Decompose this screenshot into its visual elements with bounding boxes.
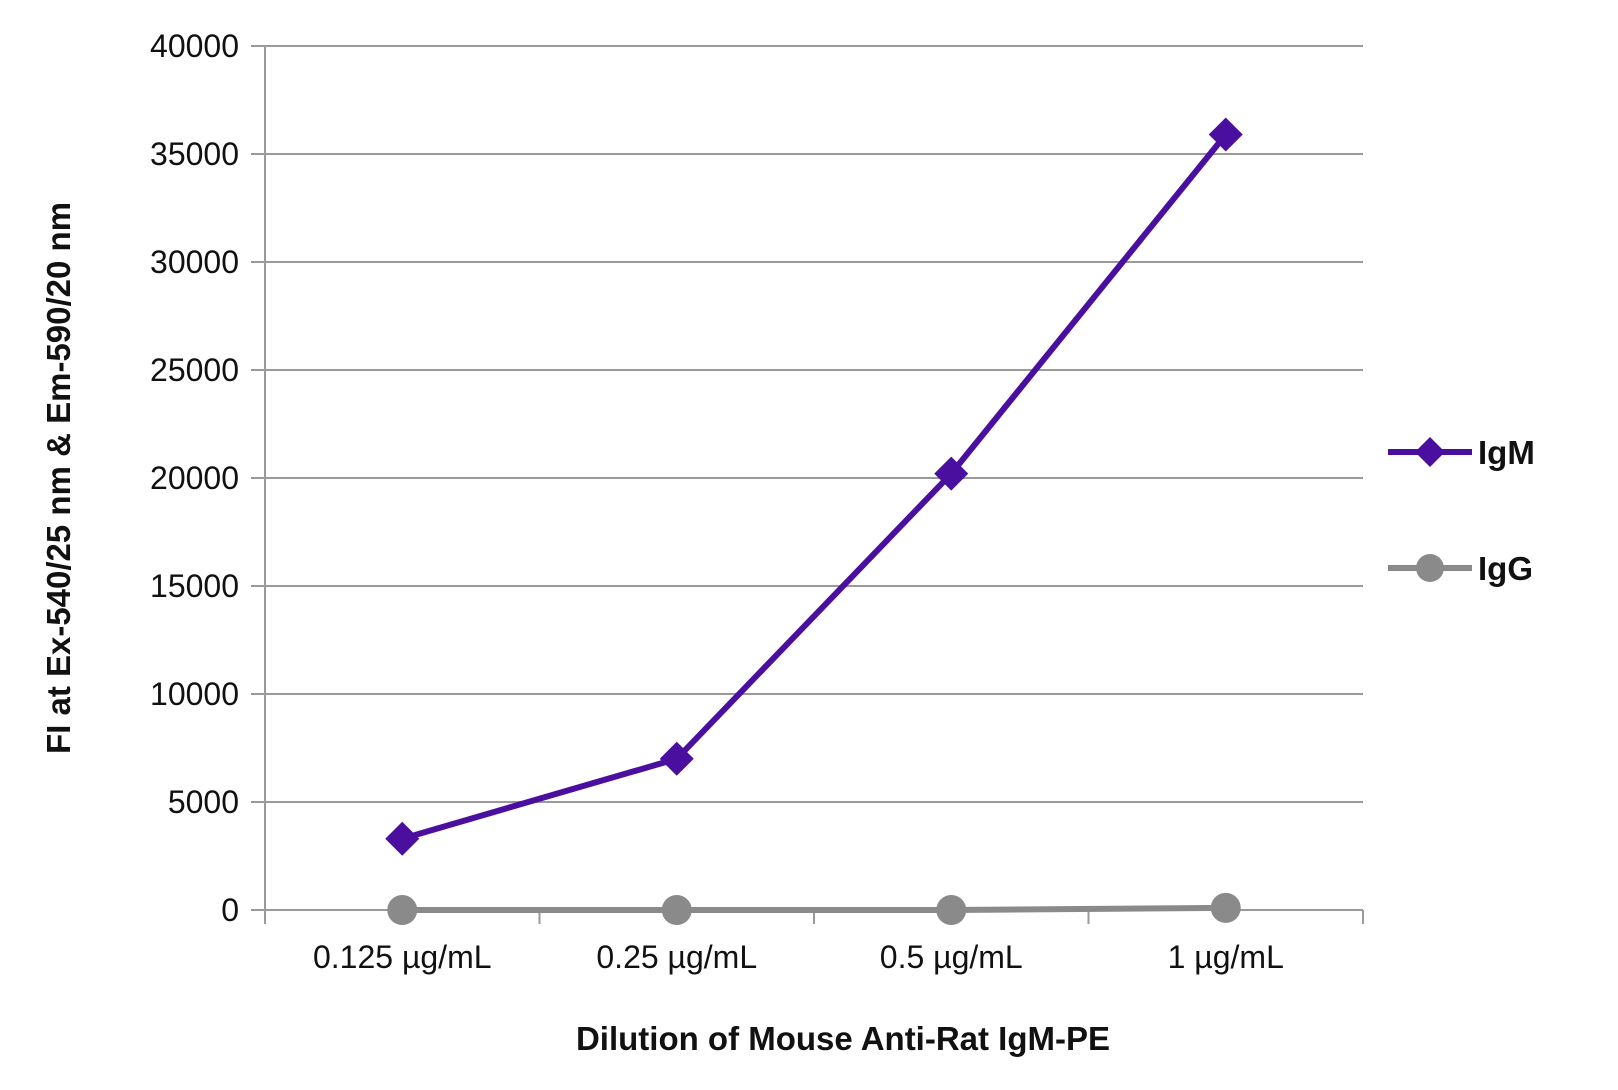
y-tick-label: 0 bbox=[221, 892, 239, 928]
y-tick-labels: 0 5000 10000 15000 20000 25000 30000 35000 40000 bbox=[150, 28, 239, 928]
series-line-igm bbox=[401, 132, 1229, 842]
axes bbox=[264, 46, 1364, 924]
y-tick-label: 20000 bbox=[150, 460, 239, 496]
y-tick-label: 30000 bbox=[150, 244, 239, 280]
x-tick-label: 0.125 µg/mL bbox=[313, 939, 492, 975]
legend-item-igm: IgM bbox=[1388, 434, 1535, 471]
legend-item-igg: IgG bbox=[1388, 550, 1533, 587]
data-point-igg bbox=[936, 895, 967, 925]
legend-label-igm: IgM bbox=[1478, 434, 1535, 471]
data-point-igg bbox=[1210, 892, 1241, 923]
data-point-igg bbox=[661, 895, 692, 925]
data-point-igm bbox=[659, 741, 694, 776]
series-igg bbox=[387, 892, 1241, 925]
x-axis-title: Dilution of Mouse Anti-Rat IgM-PE bbox=[576, 1020, 1110, 1057]
series-igm bbox=[385, 117, 1243, 856]
series-group bbox=[385, 117, 1243, 925]
series-line-igg bbox=[402, 904, 1226, 913]
y-tick-label: 15000 bbox=[150, 568, 239, 604]
x-tick-labels: 0.125 µg/mL 0.25 µg/mL 0.5 µg/mL 1 µg/mL bbox=[313, 939, 1284, 975]
data-point-igm bbox=[1208, 117, 1243, 152]
gridlines bbox=[251, 45, 1363, 911]
x-tick-label: 0.25 µg/mL bbox=[596, 939, 757, 975]
y-tick-label: 5000 bbox=[168, 784, 239, 820]
y-tick-label: 25000 bbox=[150, 352, 239, 388]
x-tick-label: 1 µg/mL bbox=[1168, 939, 1284, 975]
y-tick-label: 10000 bbox=[150, 676, 239, 712]
data-point-igm bbox=[934, 456, 969, 491]
data-point-igg bbox=[387, 895, 418, 925]
data-point-igm bbox=[385, 821, 420, 856]
legend-marker-igg bbox=[1416, 554, 1444, 582]
legend-label-igg: IgG bbox=[1478, 550, 1533, 587]
x-tick-label: 0.5 µg/mL bbox=[880, 939, 1023, 975]
legend: IgM IgG bbox=[1388, 434, 1535, 587]
y-tick-label: 40000 bbox=[150, 28, 239, 64]
y-axis-title: FI at Ex-540/25 nm & Em-590/20 nm bbox=[40, 202, 77, 754]
y-tick-label: 35000 bbox=[150, 136, 239, 172]
legend-marker-igm bbox=[1415, 437, 1445, 467]
